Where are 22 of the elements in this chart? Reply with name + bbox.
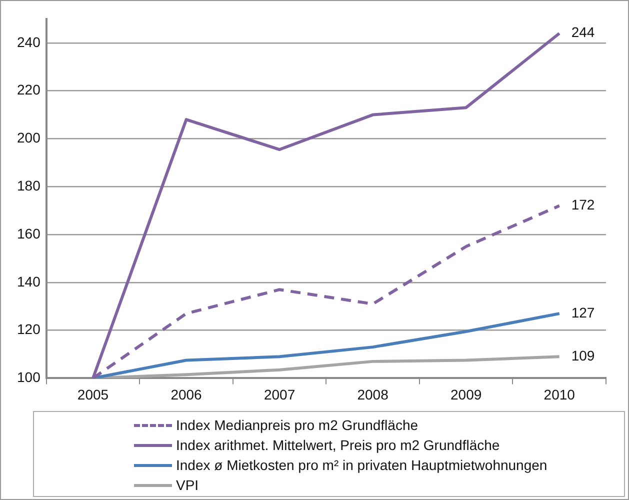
x-tick-label: 2009 xyxy=(450,386,482,402)
legend-label: Index Medianpreis pro m2 Grundfläche xyxy=(176,417,418,433)
legend-label: Index arithmet. Mittelwert, Preis pro m2 Grundfläche xyxy=(176,437,500,453)
y-tick-label: 180 xyxy=(17,177,41,194)
y-tick-label: 200 xyxy=(17,130,41,146)
x-tick-label: 2006 xyxy=(170,386,202,402)
y-tick-label: 240 xyxy=(17,34,41,50)
y-tick-label: 100 xyxy=(17,369,41,386)
x-tick-label: 2005 xyxy=(77,386,109,402)
y-tick-label: 160 xyxy=(17,225,41,242)
data-label: 172 xyxy=(571,196,595,213)
data-label: 127 xyxy=(571,304,595,320)
x-tick-label: 2010 xyxy=(544,386,576,402)
y-tick-label: 120 xyxy=(17,321,41,338)
x-tick-label: 2008 xyxy=(357,386,389,402)
legend-label: Index ø Mietkosten pro m² in privaten Hauptmietwohnungen xyxy=(176,457,548,473)
y-tick-label: 140 xyxy=(17,273,41,290)
data-label: 109 xyxy=(571,348,595,364)
legend-label: VPI xyxy=(176,477,199,493)
x-tick-label: 2007 xyxy=(264,386,296,402)
data-label: 244 xyxy=(571,24,595,40)
y-tick-label: 220 xyxy=(17,82,41,98)
